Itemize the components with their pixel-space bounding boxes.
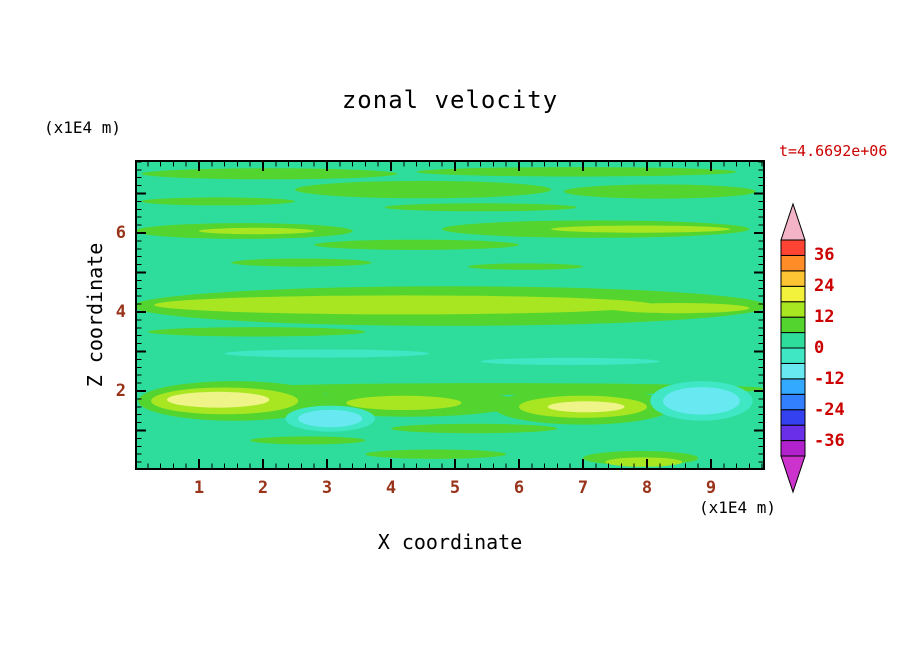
y-axis-title: Z coordinate xyxy=(83,242,107,388)
contour-region xyxy=(167,391,270,408)
contour-region xyxy=(663,387,740,415)
contour-region xyxy=(547,401,625,413)
contour-region xyxy=(141,197,295,206)
colorbar-tick-label: 12 xyxy=(814,307,835,328)
colorbar-tick-label: -12 xyxy=(814,368,845,389)
contour-region xyxy=(231,258,372,267)
colorbar-tick-label: -36 xyxy=(814,430,845,451)
contour-region xyxy=(346,395,462,410)
contour-region xyxy=(467,263,583,270)
colorbar-segment xyxy=(780,316,806,334)
colorbar-top-arrow xyxy=(780,202,806,241)
y-tick-label: 2 xyxy=(115,381,126,401)
x-tick-label: 4 xyxy=(385,478,397,498)
contour-region xyxy=(608,303,750,314)
colorbar-segment xyxy=(780,285,806,303)
x-tick-label: 1 xyxy=(193,478,205,498)
contour-region xyxy=(480,357,660,365)
contour-region xyxy=(551,225,731,233)
contour-region xyxy=(295,180,551,199)
y-tick-label: 4 xyxy=(115,302,126,322)
colorbar-tick-label: 24 xyxy=(814,276,835,297)
timestamp-label: t=4.6692e+06 xyxy=(779,142,888,160)
contour-region xyxy=(563,184,756,199)
colorbar-tick-label: 0 xyxy=(814,338,825,358)
contour-plot xyxy=(135,160,765,470)
x-tick-label: 8 xyxy=(641,478,653,498)
colorbar-segment xyxy=(780,270,806,287)
colorbar-segment xyxy=(780,301,806,318)
y-axis-units-label: (x1E4 m) xyxy=(44,118,122,137)
contour-region xyxy=(314,239,519,250)
colorbar-segment xyxy=(780,440,806,457)
contour-region xyxy=(391,423,558,434)
x-tick-label: 5 xyxy=(449,478,461,498)
x-tick-label: 3 xyxy=(321,478,333,498)
contour-region xyxy=(250,436,366,445)
contour-region xyxy=(416,167,737,177)
colorbar-segment xyxy=(780,378,806,395)
y-tick-label: 6 xyxy=(115,223,126,243)
colorbar-segment xyxy=(780,239,806,256)
colorbar-segment xyxy=(780,424,806,442)
colorbar-tick-label: -24 xyxy=(814,399,845,420)
x-tick-label: 7 xyxy=(577,478,589,498)
contour-region xyxy=(365,449,507,459)
colorbar-segment xyxy=(780,409,806,426)
x-tick-label: 9 xyxy=(705,478,717,498)
contour-region xyxy=(384,203,577,212)
contour-field xyxy=(135,160,765,470)
contour-region xyxy=(154,295,654,315)
x-axis-title: X coordinate xyxy=(377,530,523,554)
contour-region xyxy=(141,168,398,180)
colorbar-segment xyxy=(780,332,806,349)
colorbar-tick-label: 36 xyxy=(814,245,835,266)
colorbar-segment xyxy=(780,254,806,272)
colorbar-bottom-arrow xyxy=(780,455,806,494)
contour-region xyxy=(147,327,366,337)
contour-region xyxy=(224,349,430,358)
plot-title: zonal velocity xyxy=(341,86,559,114)
colorbar xyxy=(780,202,806,494)
x-tick-label: 6 xyxy=(513,478,525,498)
colorbar-segment xyxy=(780,362,806,380)
x-tick-label: 2 xyxy=(257,478,269,498)
colorbar-segment xyxy=(780,347,806,364)
colorbar-segment xyxy=(780,393,806,411)
x-axis-units-label: (x1E4 m) xyxy=(698,498,776,517)
contour-region xyxy=(298,409,363,428)
plot-frame xyxy=(135,160,765,470)
contour-region xyxy=(605,457,683,467)
contour-region xyxy=(199,227,315,235)
